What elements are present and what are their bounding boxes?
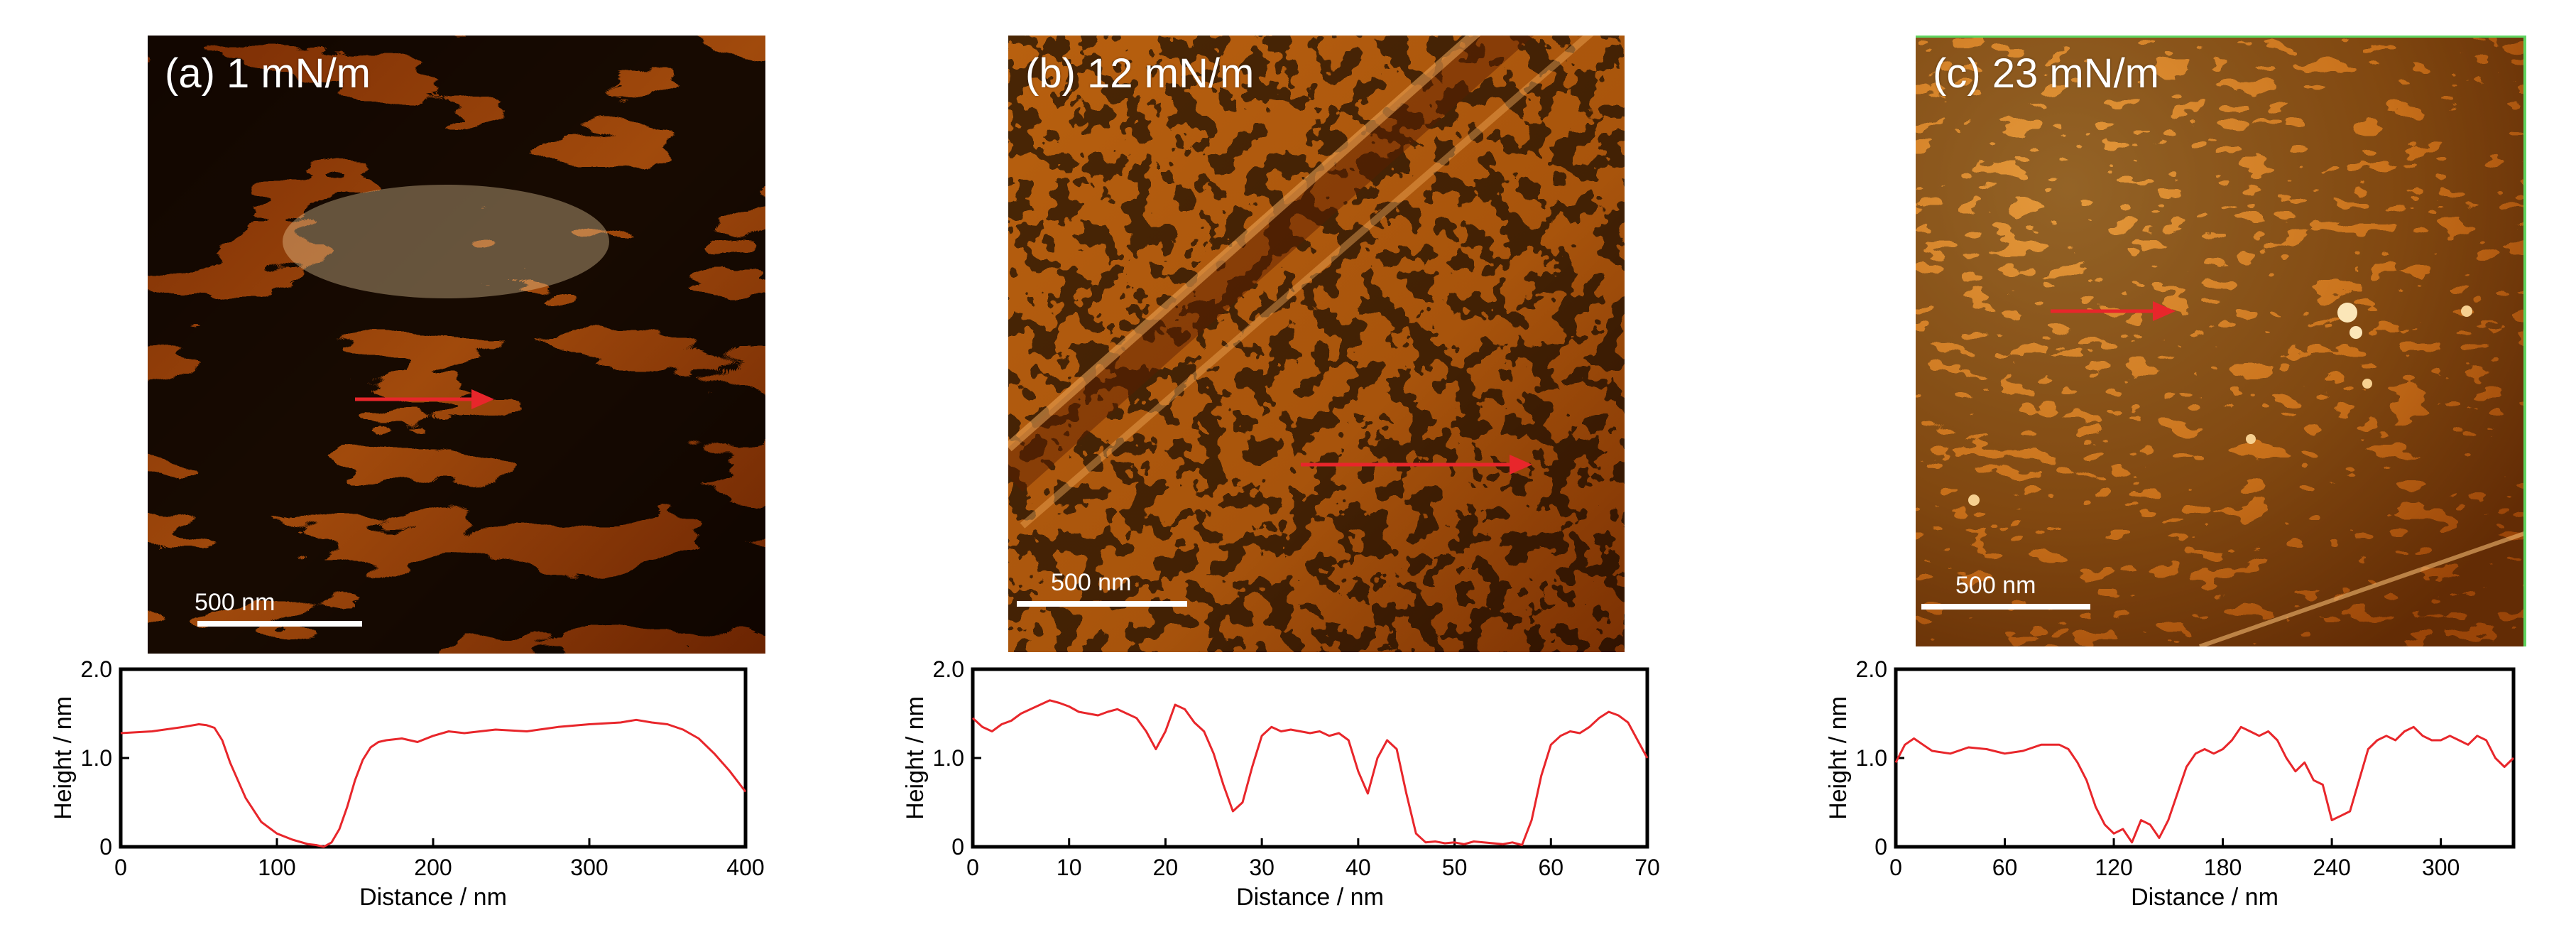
y-tick-label: 2.0 xyxy=(81,656,112,682)
height-profile-line xyxy=(1894,725,2515,844)
scale-bar-label-b: 500 nm xyxy=(1051,569,1132,596)
y-tick-label: 1.0 xyxy=(1856,745,1887,771)
afm-texture-c xyxy=(1916,36,2526,646)
x-tick-label: 10 xyxy=(1057,855,1082,880)
y-tick-label: 0 xyxy=(1874,834,1887,860)
plot-frame xyxy=(1894,667,2516,849)
panel-c: (c) 23 mN/m 500 nm 0 60 120 180 240 300 0 1.0 2.… xyxy=(1818,0,2542,942)
scale-bar-a xyxy=(197,621,362,627)
panel-b: (b) 12 mN/m 500 nm 0 10 20 30 40 50 60 70 0 1.0 2.… xyxy=(902,0,1669,942)
height-profile-line xyxy=(120,718,747,848)
x-tick-label: 40 xyxy=(1346,855,1371,880)
y-tick-label: 1.0 xyxy=(933,745,964,771)
scale-bar-label-a: 500 nm xyxy=(195,589,275,616)
y-axis-label: Height / nm xyxy=(50,696,77,820)
x-tick-label: 200 xyxy=(414,855,452,880)
scale-bar-label-c: 500 nm xyxy=(1955,572,2036,599)
afm-image-b: (b) 12 mN/m 500 nm xyxy=(1008,36,1625,652)
plot-frame xyxy=(119,667,748,849)
x-tick-label: 400 xyxy=(726,855,764,880)
x-tick-label: 180 xyxy=(2204,855,2242,880)
afm-image-c: (c) 23 mN/m 500 nm xyxy=(1916,36,2526,646)
y-tick-label: 2.0 xyxy=(1856,656,1887,682)
x-tick-label: 70 xyxy=(1634,855,1660,880)
afm-texture-b xyxy=(1008,36,1625,652)
x-tick-label: 0 xyxy=(966,855,979,880)
x-axis-label: Distance / nm xyxy=(2131,884,2278,911)
x-tick-label: 60 xyxy=(1992,855,2018,880)
height-profile-c: 0 60 120 180 240 300 0 1.0 2.0 Distance / nm Heigh… xyxy=(1825,656,2516,911)
height-profile-a: 0 100 200 300 400 0 1.0 2.0 Distance / nm Height … xyxy=(50,656,765,911)
y-tick-label: 0 xyxy=(951,834,964,860)
afm-texture-a xyxy=(148,36,765,654)
x-tick-label: 0 xyxy=(1889,855,1902,880)
y-tick-label: 0 xyxy=(99,834,112,860)
y-tick-label: 1.0 xyxy=(81,745,112,771)
x-tick-label: 120 xyxy=(2095,855,2132,880)
x-tick-label: 240 xyxy=(2313,855,2350,880)
y-axis-label: Height / nm xyxy=(1825,696,1852,820)
height-profile-b: 0 10 20 30 40 50 60 70 0 1.0 2.0 Distance / nm Heigh… xyxy=(902,656,1660,911)
x-tick-label: 60 xyxy=(1538,855,1563,880)
x-axis-label: Distance / nm xyxy=(1236,884,1384,911)
x-axis-label: Distance / nm xyxy=(359,884,507,911)
x-tick-label: 300 xyxy=(2422,855,2460,880)
x-tick-label: 300 xyxy=(570,855,608,880)
scale-bar-b xyxy=(1017,601,1187,607)
scale-bar-c xyxy=(1921,604,2090,610)
x-tick-label: 30 xyxy=(1249,855,1275,880)
afm-image-a: (a) 1 mN/m 500 nm xyxy=(148,36,765,654)
panel-a: (a) 1 mN/m 500 nm 0 100 200 300 400 0 1.0 2.0 Di… xyxy=(50,0,781,942)
image-label-b: (b) 12 mN/m xyxy=(1025,50,1255,97)
y-axis-label: Height / nm xyxy=(902,696,929,820)
image-label-a: (a) 1 mN/m xyxy=(165,50,371,97)
x-tick-label: 100 xyxy=(258,855,295,880)
x-tick-label: 50 xyxy=(1442,855,1468,880)
image-label-c: (c) 23 mN/m xyxy=(1933,50,2159,97)
x-tick-label: 20 xyxy=(1153,855,1179,880)
height-profile-line xyxy=(971,699,1649,846)
profile-arrow-a xyxy=(355,389,494,409)
y-tick-label: 2.0 xyxy=(933,656,964,682)
profile-arrow-b xyxy=(1301,455,1532,475)
x-tick-label: 0 xyxy=(114,855,127,880)
profile-arrow-c xyxy=(2051,301,2176,321)
